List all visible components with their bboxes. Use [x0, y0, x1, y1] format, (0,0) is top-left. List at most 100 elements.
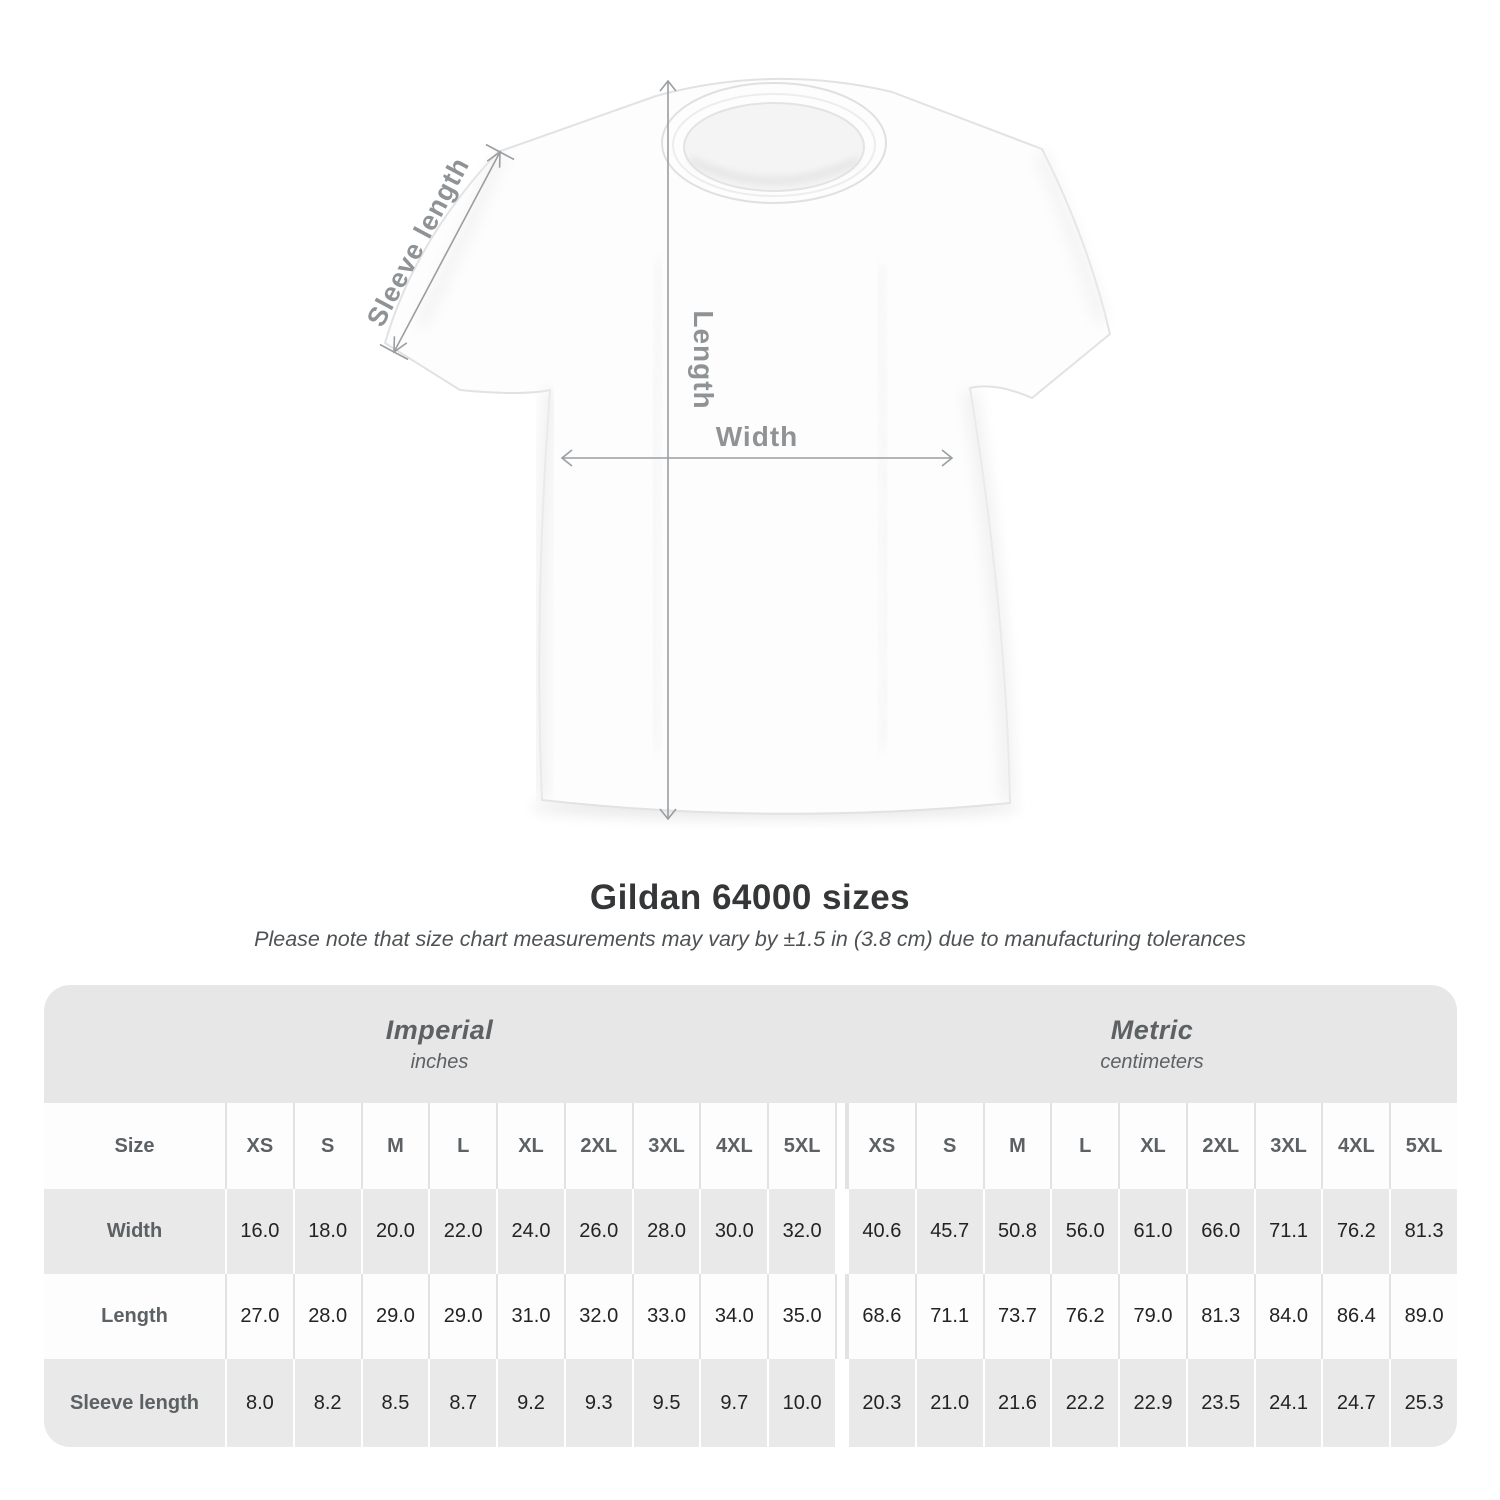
imperial-name: Imperial — [385, 1014, 494, 1045]
size-header-cell: 3XL — [1253, 1103, 1322, 1189]
collar-opening — [683, 102, 865, 192]
value-cell: 35.0 — [767, 1274, 835, 1359]
width-label: Width — [716, 421, 799, 452]
value-cell: 21.0 — [914, 1359, 983, 1447]
fold-crease-1 — [649, 259, 665, 751]
value-cell: 86.4 — [1321, 1274, 1389, 1359]
value-cell: 30.0 — [699, 1189, 767, 1274]
size-header-cell: XL — [1118, 1103, 1186, 1189]
imperial-header: Imperial inches — [44, 1015, 835, 1074]
sleeve-shading-left — [414, 152, 506, 328]
size-header-cell: 5XL — [767, 1103, 835, 1189]
column-gap — [835, 1274, 847, 1359]
value-cell: 16.0 — [225, 1189, 293, 1274]
size-header-cell: 2XL — [563, 1103, 632, 1189]
value-cell: 8.7 — [428, 1359, 496, 1447]
column-gap — [835, 1359, 847, 1447]
column-gap — [835, 1189, 847, 1274]
table-row: Sleeve length 8.0 8.2 8.5 8.7 9.2 9.3 9.5 9.7 10.… — [44, 1359, 1457, 1447]
value-cell: 28.0 — [631, 1189, 700, 1274]
size-header-cell: M — [982, 1103, 1051, 1189]
value-cell: 29.0 — [360, 1274, 429, 1359]
value-cell: 8.2 — [292, 1359, 361, 1447]
size-table: Imperial inches Metric centimeters Size X… — [44, 985, 1457, 1447]
value-cell: 89.0 — [1389, 1274, 1457, 1359]
size-header-cell: 4XL — [1321, 1103, 1389, 1189]
size-header-cell: XL — [496, 1103, 564, 1189]
value-cell: 9.2 — [496, 1359, 564, 1447]
value-cell: 9.7 — [699, 1359, 767, 1447]
value-cell: 31.0 — [496, 1274, 564, 1359]
fold-shading-right — [963, 388, 1015, 801]
value-cell: 22.9 — [1118, 1359, 1186, 1447]
value-cell: 66.0 — [1185, 1189, 1254, 1274]
value-cell: 76.2 — [1321, 1189, 1389, 1274]
unit-header-band: Imperial inches Metric centimeters — [44, 985, 1457, 1103]
size-header-cell: S — [292, 1103, 361, 1189]
value-cell: 32.0 — [563, 1274, 632, 1359]
value-cell: 24.7 — [1321, 1359, 1389, 1447]
value-cell: 71.1 — [914, 1274, 983, 1359]
value-cell: 20.3 — [847, 1359, 915, 1447]
fold-shading-left — [533, 389, 557, 799]
size-header-cell: L — [1050, 1103, 1118, 1189]
value-cell: 56.0 — [1050, 1189, 1118, 1274]
value-cell: 50.8 — [982, 1189, 1051, 1274]
value-cell: 24.0 — [496, 1189, 564, 1274]
value-cell: 9.3 — [563, 1359, 632, 1447]
table-row: Length 27.0 28.0 29.0 29.0 31.0 32.0 33.0 34.0 35… — [44, 1274, 1457, 1359]
size-header-cell: M — [360, 1103, 429, 1189]
value-cell: 28.0 — [292, 1274, 361, 1359]
value-cell: 24.1 — [1253, 1359, 1322, 1447]
row-label: Sleeve length — [70, 1391, 199, 1414]
value-cell: 22.2 — [1050, 1359, 1118, 1447]
size-header-cell: XS — [225, 1103, 293, 1189]
metric-header: Metric centimeters — [847, 1015, 1457, 1074]
value-cell: 81.3 — [1185, 1274, 1254, 1359]
value-cell: 23.5 — [1185, 1359, 1254, 1447]
metric-name: Metric — [1110, 1014, 1194, 1045]
value-cell: 34.0 — [699, 1274, 767, 1359]
value-cell: 45.7 — [914, 1189, 983, 1274]
value-cell: 33.0 — [631, 1274, 700, 1359]
table-row: Width 16.0 18.0 20.0 22.0 24.0 26.0 28.0 30.0 32.… — [44, 1189, 1457, 1274]
row-label: Width — [106, 1220, 163, 1242]
value-cell: 20.0 — [360, 1189, 429, 1274]
value-cell: 25.3 — [1389, 1359, 1457, 1447]
value-cell: 29.0 — [428, 1274, 496, 1359]
size-header-cell: 3XL — [631, 1103, 700, 1189]
value-cell: 18.0 — [292, 1189, 361, 1274]
size-header-cell: 2XL — [1185, 1103, 1254, 1189]
value-cell: 27.0 — [225, 1274, 293, 1359]
size-column-header: Size — [114, 1134, 155, 1157]
value-cell: 68.6 — [847, 1274, 915, 1359]
fold-crease-2 — [875, 264, 891, 751]
value-cell: 22.0 — [428, 1189, 496, 1274]
value-cell: 9.5 — [631, 1359, 700, 1447]
value-cell: 32.0 — [767, 1189, 835, 1274]
size-header-cell: 5XL — [1389, 1103, 1457, 1189]
value-cell: 76.2 — [1050, 1274, 1118, 1359]
row-label: Length — [101, 1305, 168, 1327]
size-header-cell: XS — [847, 1103, 915, 1189]
sleeve-shading-right — [1034, 150, 1108, 324]
value-cell: 71.1 — [1253, 1189, 1322, 1274]
column-gap — [835, 1103, 847, 1189]
value-cell: 79.0 — [1118, 1274, 1186, 1359]
value-cell: 73.7 — [982, 1274, 1051, 1359]
value-cell: 61.0 — [1118, 1189, 1186, 1274]
size-header-cell: 4XL — [699, 1103, 767, 1189]
size-table-body: Size XS S M L XL 2XL 3XL 4XL 5XL XS S M L XL 2XL 3XL 4XL 5… — [44, 1103, 1457, 1447]
value-cell: 8.0 — [225, 1359, 293, 1447]
collar-inner-shadow — [688, 157, 860, 184]
imperial-unit: inches — [410, 1050, 469, 1073]
collar-rib-seam — [672, 93, 876, 197]
metric-unit: centimeters — [1100, 1050, 1204, 1073]
size-header-row: Size XS S M L XL 2XL 3XL 4XL 5XL XS S M L XL 2XL 3XL 4XL 5… — [44, 1103, 1457, 1189]
value-cell: 21.6 — [982, 1359, 1051, 1447]
value-cell: 10.0 — [767, 1359, 835, 1447]
width-arrow — [560, 449, 954, 467]
value-cell: 26.0 — [563, 1189, 632, 1274]
value-cell: 81.3 — [1389, 1189, 1457, 1274]
